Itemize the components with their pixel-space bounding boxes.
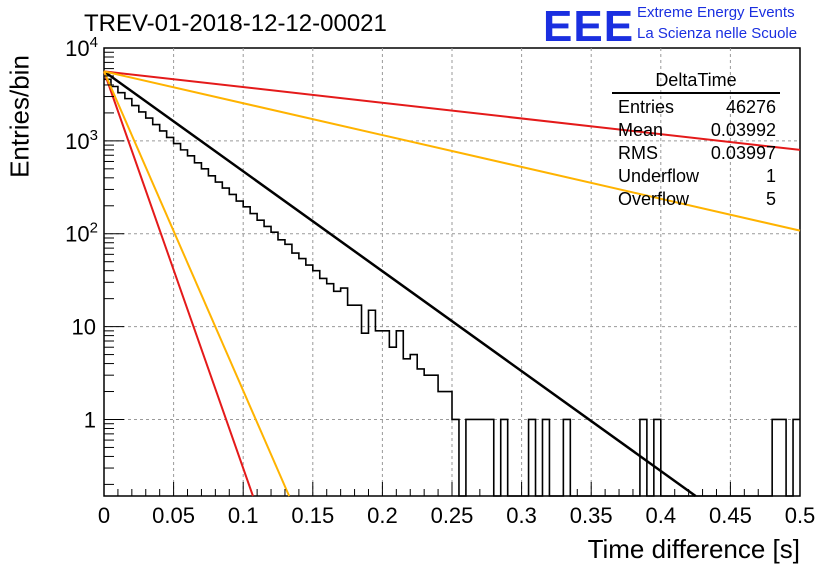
- stats-label: RMS: [618, 143, 658, 163]
- x-tick-label: 0.5: [785, 503, 816, 528]
- y-tick-label: 10: [72, 315, 96, 340]
- stats-row: Entries 46276: [612, 96, 780, 119]
- stats-value: 1: [765, 166, 776, 186]
- x-tick-label: 0.4: [646, 503, 677, 528]
- fit-lines: [103, 70, 801, 498]
- stats-title: DeltaTime: [612, 70, 780, 94]
- stats-value: 46276: [725, 97, 776, 117]
- stats-row: Mean 0.03992: [612, 119, 780, 142]
- x-tick-label: 0.05: [152, 503, 195, 528]
- x-tick-label: 0.35: [570, 503, 613, 528]
- stats-box: DeltaTime Entries 46276 Mean 0.03992 RMS 0.…: [612, 70, 780, 211]
- x-axis-ticks: 0 0.05 0.1 0.15 0.2 0.25 0.3 0.35 0.4 0.45 0.5: [98, 482, 815, 528]
- stats-label: Entries: [618, 97, 675, 117]
- x-axis-label: Time difference [s]: [587, 534, 800, 564]
- histogram-outline: [104, 78, 800, 497]
- x-tick-label: 0: [98, 503, 110, 528]
- stats-row: Underflow 1: [612, 165, 780, 188]
- y-axis-label: Entries/bin: [4, 55, 35, 178]
- fit-line: [103, 70, 291, 497]
- stats-value: 0.03992: [710, 120, 776, 140]
- stats-label: Mean: [618, 120, 664, 140]
- chart-title: TREV-01-2018-12-12-00021: [84, 10, 387, 37]
- histogram: [104, 78, 800, 497]
- x-tick-label: 0.3: [506, 503, 537, 528]
- y-tick-label: 1: [84, 407, 96, 432]
- fit-line: [103, 71, 254, 497]
- stats-label: Overflow: [618, 189, 690, 209]
- x-tick-label: 0.15: [291, 503, 334, 528]
- logo-line-1: Extreme Energy Events: [637, 4, 795, 21]
- fit-line: [103, 70, 801, 232]
- eee-logo: EEE: [543, 2, 635, 51]
- y-tick-label: 102: [65, 220, 98, 247]
- y-tick-label: 104: [65, 34, 98, 61]
- logo-line-2: La Scienza nelle Scuole: [637, 25, 798, 42]
- stats-value: 5: [765, 189, 776, 209]
- stats-row: RMS 0.03997: [612, 142, 780, 165]
- x-tick-label: 0.45: [709, 503, 752, 528]
- stats-label: Underflow: [618, 166, 700, 186]
- x-tick-label: 0.2: [367, 503, 398, 528]
- fit-line: [103, 70, 697, 498]
- x-tick-label: 0.25: [431, 503, 474, 528]
- stats-value: 0.03997: [710, 143, 776, 163]
- stats-row: Overflow 5: [612, 188, 780, 211]
- fit-line: [103, 70, 801, 151]
- x-tick-label: 0.1: [228, 503, 259, 528]
- y-tick-label: 103: [65, 127, 98, 154]
